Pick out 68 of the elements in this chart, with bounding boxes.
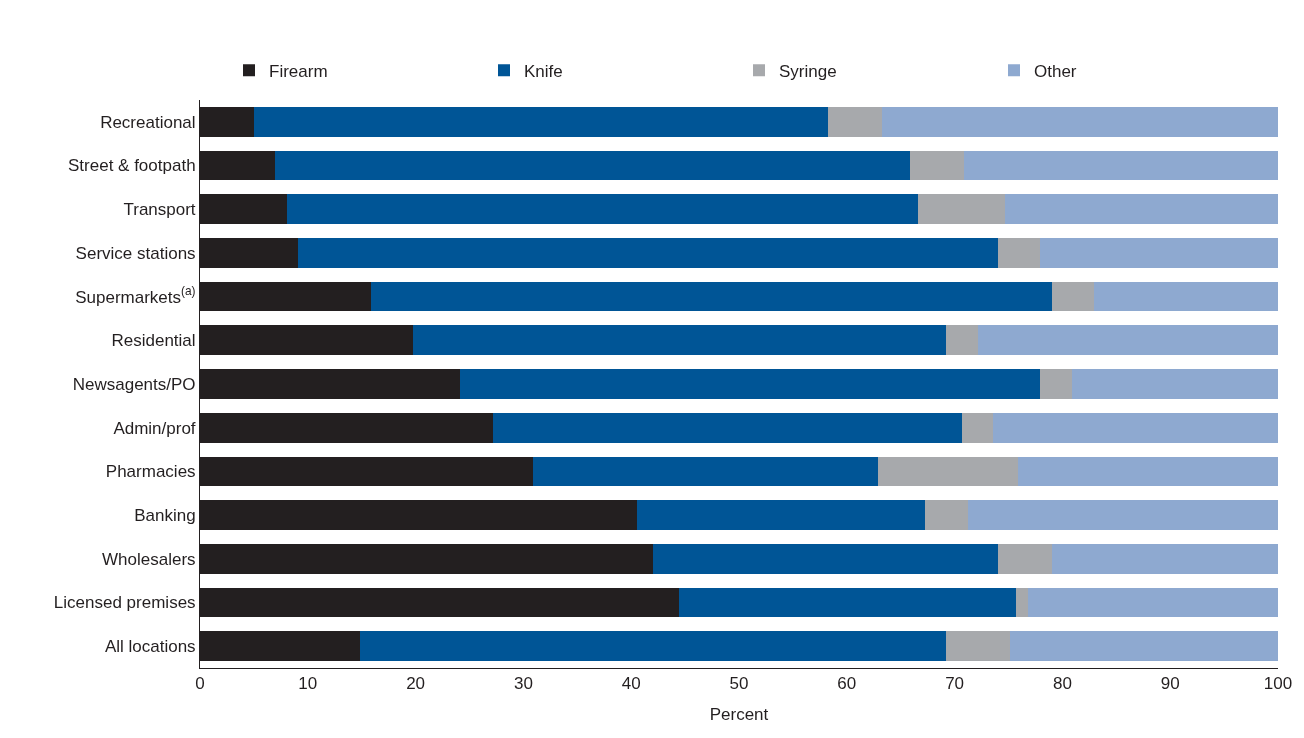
- bar: [1072, 369, 1278, 399]
- y-tick-label: Licensed premises: [53, 593, 196, 613]
- legend-label: Other: [1034, 61, 1077, 81]
- y-tick-label: Newsagents/PO: [72, 374, 196, 394]
- y-tick-label: Service stations: [75, 243, 196, 263]
- x-tick-label: 90: [1160, 674, 1180, 694]
- y-tick-label: Wholesalers: [102, 549, 196, 569]
- y-tick-label: Banking: [134, 506, 196, 526]
- bar: [910, 150, 965, 181]
- bar: [1027, 587, 1278, 618]
- bar: [678, 587, 1017, 618]
- bar: [459, 369, 1040, 399]
- bar: [1005, 194, 1278, 225]
- bar: [493, 412, 963, 443]
- x-tick-label: 80: [1052, 674, 1072, 694]
- bar: [298, 238, 998, 268]
- x-tick-label: 100: [1263, 674, 1293, 694]
- x-tick-label: 70: [945, 674, 965, 694]
- bar: [1016, 587, 1028, 618]
- x-tick-label: 60: [837, 674, 857, 694]
- x-tick-label: 20: [406, 674, 426, 694]
- y-tick-label: Supermarkets$^{(a)}$: [75, 284, 196, 307]
- x-tick-label: 0: [195, 674, 205, 694]
- legend-label: Firearm: [269, 61, 328, 81]
- bar: [978, 325, 1278, 356]
- bar: [1093, 281, 1278, 312]
- y-tick-label: All locations: [104, 637, 196, 657]
- bar: [1039, 369, 1073, 399]
- y-tick-label: Street & footpath: [68, 156, 196, 176]
- bar: [413, 325, 946, 356]
- bar: [1051, 281, 1094, 312]
- y-tick-label: Transport: [123, 200, 196, 220]
- bar: [533, 456, 879, 487]
- bar: [1018, 456, 1278, 487]
- bar: [917, 194, 1006, 225]
- bar: [652, 543, 998, 574]
- bar: [945, 325, 979, 356]
- bar: [964, 150, 1278, 181]
- y-tick-label: Recreational: [100, 112, 196, 132]
- x-tick-label: 40: [621, 674, 641, 694]
- bar: [1009, 631, 1278, 662]
- bar: [1051, 543, 1278, 574]
- bar: [925, 500, 968, 530]
- x-tick-label: 10: [298, 674, 318, 694]
- x-tick-label: 30: [513, 674, 533, 694]
- y-tick-label: Residential: [111, 331, 196, 351]
- bar: [828, 106, 883, 137]
- bar: [878, 456, 1019, 487]
- bar: [253, 106, 829, 137]
- y-tick-label: Admin/prof: [113, 418, 196, 438]
- bar: [997, 238, 1040, 268]
- y-tick-label: Pharmacies: [105, 462, 196, 482]
- bar: [636, 500, 926, 530]
- x-axis-title: Percent: [709, 704, 769, 724]
- x-tick-label: 50: [729, 674, 749, 694]
- bar: [962, 412, 994, 443]
- bar: [359, 631, 946, 662]
- bar: [287, 194, 918, 225]
- bar: [997, 543, 1052, 574]
- bar: [993, 412, 1278, 443]
- bar: [275, 150, 911, 181]
- legend-label: Syringe: [779, 61, 837, 81]
- bar: [371, 281, 1052, 312]
- bar: [882, 106, 1278, 137]
- bar: [967, 500, 1278, 530]
- bar: [945, 631, 1010, 662]
- bar: [1039, 238, 1278, 268]
- legend-label: Knife: [524, 61, 563, 81]
